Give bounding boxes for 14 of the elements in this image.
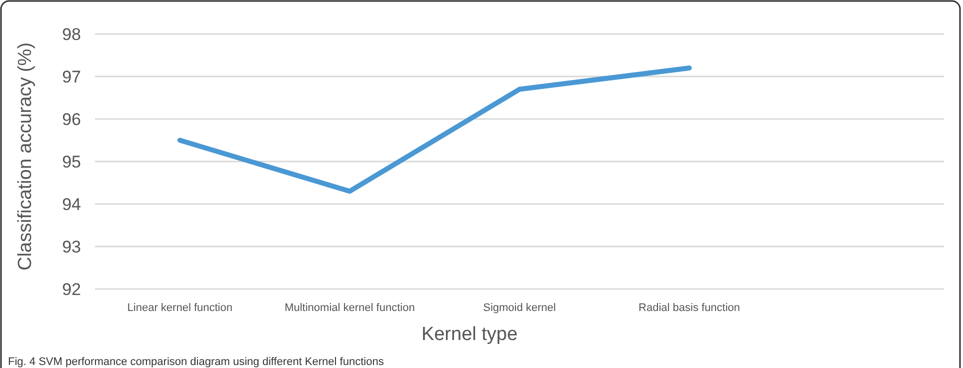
x-tick-label: Multinomial kernel function (284, 302, 415, 314)
x-axis-title: Kernel type (421, 324, 518, 345)
x-tick-label: Linear kernel function (127, 302, 232, 314)
y-tick-label: 94 (62, 194, 81, 214)
y-tick-label: 92 (62, 280, 81, 299)
y-tick-label: 98 (62, 24, 81, 44)
y-tick-label: 96 (62, 110, 81, 129)
y-axis-title: Classification accuracy (%) (15, 42, 36, 271)
caption: Fig. 4 SVM performance comparison diagram using different Kernel functions (8, 356, 384, 368)
x-tick-label: Radial basis function (638, 302, 740, 314)
y-tick-label: 95 (62, 152, 81, 172)
y-tick-label: 97 (62, 67, 81, 86)
x-tick-label: Sigmoid kernel (483, 302, 556, 314)
y-tick-label: 93 (62, 237, 81, 256)
